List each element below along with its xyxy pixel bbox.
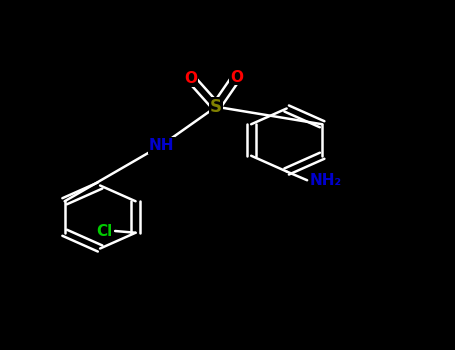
- Text: Cl: Cl: [96, 224, 113, 238]
- Text: O: O: [230, 70, 243, 84]
- Text: S: S: [210, 98, 222, 116]
- Text: O: O: [185, 71, 197, 86]
- Text: NH: NH: [149, 138, 174, 153]
- Text: NH₂: NH₂: [309, 173, 342, 188]
